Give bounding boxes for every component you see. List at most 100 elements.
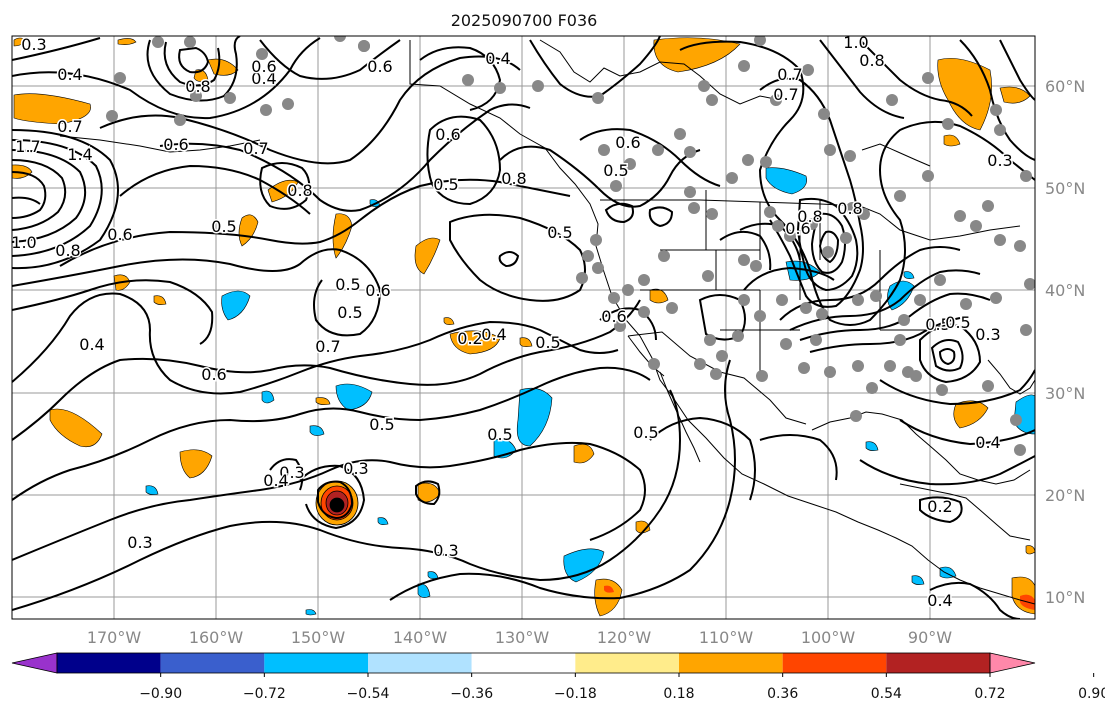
contour-label: 0.5 — [603, 161, 628, 180]
contour — [269, 458, 304, 491]
station-dot — [684, 146, 696, 158]
station-dot — [1010, 414, 1022, 426]
station-dot — [846, 202, 858, 214]
contour — [12, 159, 67, 231]
station-dot — [598, 144, 610, 156]
station-dot — [706, 208, 718, 220]
contour — [819, 39, 905, 119]
station-dot — [224, 92, 236, 104]
contour-label: 0.4 — [79, 335, 104, 354]
colorbar-tick-label: 0.54 — [871, 686, 902, 702]
latitude-label: 60°N — [1045, 77, 1085, 96]
contour-label: 0.5 — [535, 333, 560, 352]
contour-label: 0.4 — [263, 471, 288, 490]
station-dot — [1014, 444, 1026, 456]
map-panel: 0.30.40.71.7 1.41.0 0.80.60.60.80.50.40.70… — [11, 35, 1036, 620]
latitude-axis: 60°N 50°N 40°N 30°N 20°N 10°N — [1045, 77, 1085, 607]
station-dot — [624, 158, 636, 170]
latitude-label: 50°N — [1045, 179, 1085, 198]
station-dot — [802, 64, 814, 76]
station-dot — [994, 234, 1006, 246]
contour — [759, 434, 838, 481]
station-dot — [822, 246, 834, 258]
longitude-label: 130°W — [495, 628, 550, 647]
station-dot — [716, 350, 728, 362]
station-dot — [850, 410, 862, 422]
station-dot — [894, 190, 906, 202]
contour-label: 0.4 — [485, 49, 510, 68]
station-dot — [824, 144, 836, 156]
station-dot — [732, 330, 744, 342]
contour-label: 0.6 — [163, 135, 188, 154]
contour-label: 0.3 — [975, 325, 1000, 344]
station-dot — [256, 48, 268, 60]
station-dot — [898, 314, 910, 326]
station-dot — [334, 36, 346, 42]
station-dot — [260, 104, 272, 116]
station-dot — [844, 150, 856, 162]
contour — [389, 359, 736, 601]
aleutian-chain — [59, 135, 261, 153]
anomaly-positive — [635, 520, 651, 534]
hudson-bay-south — [861, 143, 931, 167]
contour — [12, 292, 619, 395]
contour-lines — [12, 36, 1035, 619]
station-dot — [764, 206, 776, 218]
station-dot — [184, 36, 196, 48]
contour-label: 0.7 — [777, 65, 802, 84]
latitude-label: 40°N — [1045, 281, 1085, 300]
colorbar-segment — [471, 653, 576, 673]
contour — [818, 230, 840, 264]
colorbar-segment — [160, 653, 265, 673]
anomaly-strong-positive — [604, 585, 614, 593]
station-dot — [706, 94, 718, 106]
contour — [146, 36, 241, 102]
colorbar-segment — [679, 653, 783, 673]
station-dot — [704, 334, 716, 346]
contour-label: 0.5 — [925, 315, 950, 334]
contour — [12, 279, 214, 345]
anomaly-positive — [573, 443, 595, 464]
station-dot — [936, 384, 948, 396]
contour-label: 0.6 — [367, 57, 392, 76]
anomaly-negative — [221, 290, 251, 321]
colorbar-tick-label: 0.72 — [974, 686, 1005, 702]
contour — [799, 292, 991, 341]
station-dot — [982, 380, 994, 392]
station-dot — [106, 110, 118, 122]
coastline-west — [409, 40, 1035, 605]
anomaly-positive — [443, 317, 455, 325]
anomaly-positive — [179, 449, 213, 479]
station-dot — [852, 294, 864, 306]
station-dot — [994, 124, 1006, 136]
station-markers — [106, 36, 1035, 456]
station-dot — [886, 94, 898, 106]
contour-label: 0.5 — [487, 425, 512, 444]
contour-label: 0.8 — [797, 207, 822, 226]
contour — [859, 39, 973, 117]
station-dot — [282, 98, 294, 110]
station-dot — [726, 172, 738, 184]
station-dot — [1020, 324, 1032, 336]
station-dot — [750, 260, 762, 272]
station-dot — [698, 80, 710, 92]
colorbar-tick-label: −0.54 — [347, 686, 390, 702]
contour-label: 0.5 — [211, 217, 236, 236]
contour-label: 0.3 — [343, 459, 368, 478]
station-dot — [608, 292, 620, 304]
contour — [419, 46, 502, 111]
station-dot — [806, 218, 818, 230]
contour-label: 0.3 — [279, 463, 304, 482]
contour-label: 0.8 — [185, 77, 210, 96]
anomaly-positive — [519, 337, 533, 347]
station-dot — [884, 360, 896, 372]
contour — [12, 299, 641, 441]
station-dot — [742, 154, 754, 166]
anomaly-positive — [12, 164, 33, 179]
contour-label: 0.3 — [987, 151, 1012, 170]
contour-label: 0.8 — [501, 169, 526, 188]
anomaly-positive — [414, 237, 441, 275]
colorbar-segment — [782, 653, 887, 673]
station-dot — [688, 202, 700, 214]
contour — [930, 339, 964, 372]
